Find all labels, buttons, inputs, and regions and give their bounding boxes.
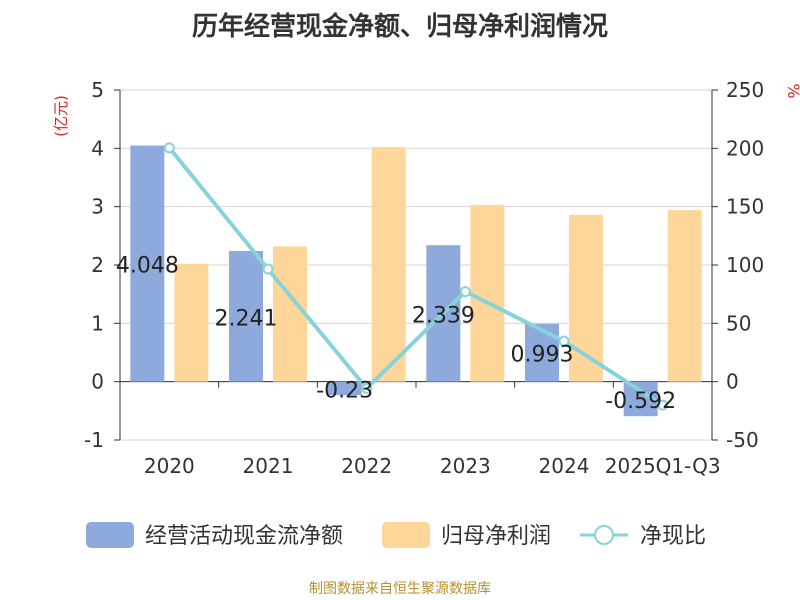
bar-net-profit bbox=[371, 147, 406, 382]
x-tick-label: 2024 bbox=[539, 454, 590, 478]
bar-net-profit bbox=[174, 263, 209, 382]
line-cash-ratio-point bbox=[657, 399, 669, 411]
bar-net-profit bbox=[470, 204, 505, 382]
line-cash-ratio-point bbox=[558, 335, 570, 347]
legend-label: 经营活动现金流净额 bbox=[145, 524, 343, 549]
line-cash-ratio-point bbox=[459, 286, 471, 298]
y-left-tick-label: 0 bbox=[91, 370, 104, 394]
bar-operating-cash-flow bbox=[130, 145, 165, 382]
y-left-tick-label: 3 bbox=[91, 195, 104, 219]
bar-net-profit bbox=[667, 210, 702, 382]
y-left-tick-label: 2 bbox=[91, 253, 104, 277]
y-right-unit-label: % bbox=[784, 83, 800, 98]
line-cash-ratio bbox=[167, 146, 664, 407]
x-tick-label: 2025Q1-Q3 bbox=[605, 454, 721, 478]
legend-swatch-net-profit bbox=[382, 522, 430, 548]
y-left-tick-label: 5 bbox=[91, 78, 104, 102]
bar-operating-cash-flow bbox=[327, 381, 362, 396]
bar-operating-cash-flow bbox=[229, 250, 263, 382]
legend-swatch-cash-ratio-marker bbox=[594, 525, 614, 545]
y-left-tick-label: 4 bbox=[91, 136, 104, 160]
bar-net-profit bbox=[273, 246, 307, 382]
y-left-tick-label: -1 bbox=[84, 428, 104, 452]
x-tick-label: 2020 bbox=[144, 454, 195, 478]
data-label: -0.23 bbox=[316, 378, 373, 403]
x-tick-label: 2021 bbox=[243, 454, 294, 478]
data-label: 2.339 bbox=[412, 303, 475, 328]
y-right-tick-label: 0 bbox=[726, 370, 739, 394]
y-right-tick-label: 150 bbox=[726, 195, 764, 219]
y-right-tick-label: 250 bbox=[726, 78, 764, 102]
y-right-tick-label: 50 bbox=[726, 311, 751, 335]
y-right-tick-label: -50 bbox=[726, 428, 759, 452]
legend-swatch-operating-cash-flow bbox=[86, 522, 134, 548]
x-tick-label: 2023 bbox=[440, 454, 491, 478]
legend-label: 净现比 bbox=[640, 524, 706, 549]
data-label: -0.592 bbox=[605, 389, 676, 414]
legend-label: 归母净利润 bbox=[441, 524, 551, 549]
data-label: 4.048 bbox=[116, 254, 179, 279]
y-right-tick-label: 200 bbox=[726, 136, 764, 160]
chart-title: 历年经营现金净额、归母净利润情况 bbox=[191, 12, 608, 42]
y-left-tick-label: 1 bbox=[91, 311, 104, 335]
x-tick-label: 2022 bbox=[341, 454, 392, 478]
data-label: 0.993 bbox=[511, 343, 574, 368]
line-cash-ratio-point bbox=[163, 142, 175, 154]
line-cash-ratio-point bbox=[262, 263, 274, 275]
source-note: 制图数据来自恒生聚源数据库 bbox=[309, 581, 491, 597]
line-cash-ratio-point bbox=[361, 382, 373, 394]
y-left-unit-label: (亿元) bbox=[52, 95, 70, 137]
bar-operating-cash-flow bbox=[525, 323, 559, 382]
y-right-tick-label: 100 bbox=[726, 253, 764, 277]
data-label: 2.241 bbox=[215, 306, 278, 331]
